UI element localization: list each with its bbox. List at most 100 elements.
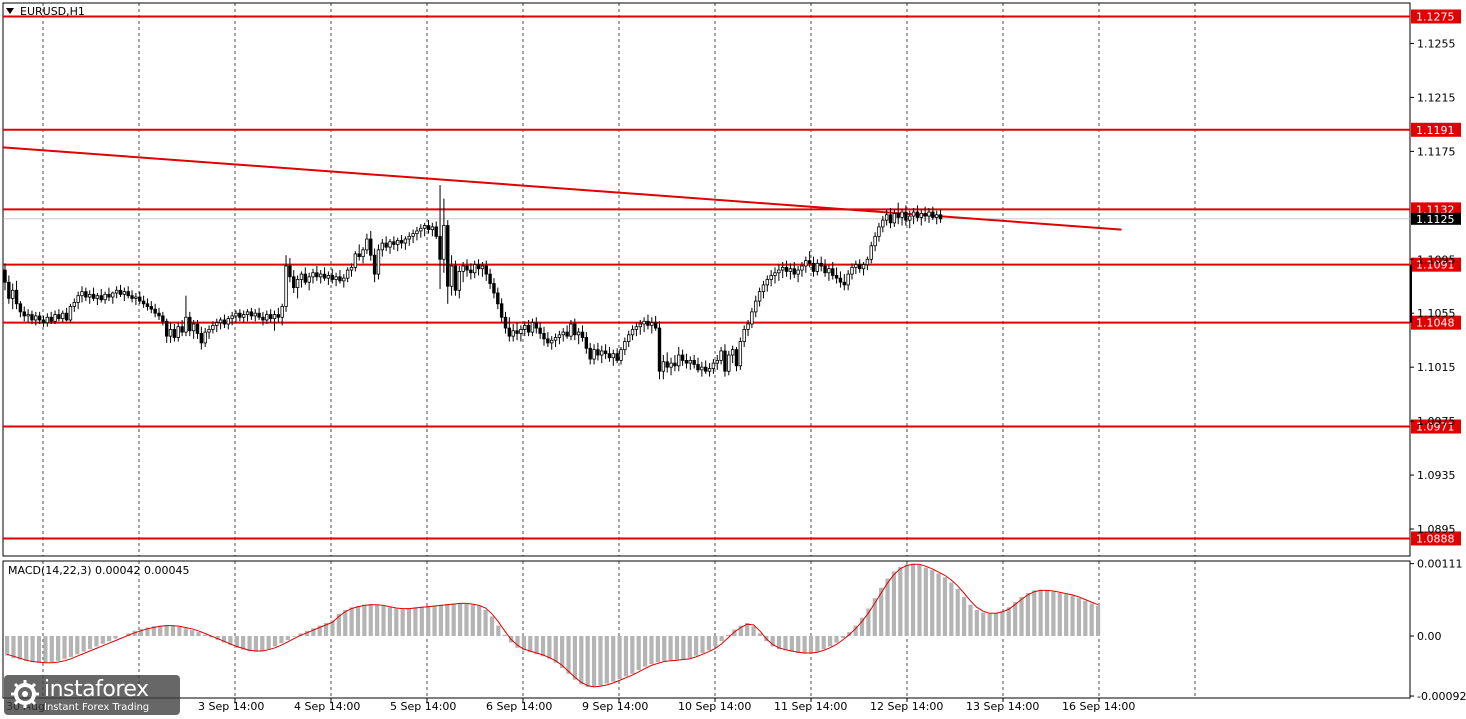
candle-body bbox=[584, 337, 589, 349]
horizontal-levels: 1.12751.11911.11321.10911.10481.09711.08… bbox=[3, 9, 1461, 546]
macd-bar bbox=[215, 636, 220, 640]
macd-bar bbox=[713, 636, 718, 647]
macd-pane-border bbox=[2, 560, 1411, 699]
macd-bar bbox=[751, 626, 756, 637]
macd-bar bbox=[183, 628, 188, 637]
macd-bar bbox=[343, 609, 348, 637]
macd-bar bbox=[292, 636, 297, 637]
candle-body bbox=[222, 319, 227, 325]
x-tick-label: 13 Sep 14:00 bbox=[966, 700, 1039, 713]
macd-bar bbox=[1025, 592, 1030, 637]
x-tick-label: 16 Sep 14:00 bbox=[1062, 700, 1135, 713]
candle-body bbox=[10, 289, 15, 299]
candle-body bbox=[834, 275, 839, 279]
macd-bar bbox=[81, 636, 86, 652]
macd-bar bbox=[247, 636, 252, 652]
macd-bar bbox=[821, 636, 826, 650]
macd-bar bbox=[260, 636, 265, 652]
candle-body bbox=[145, 303, 150, 307]
candle-body bbox=[784, 266, 789, 272]
candle-body bbox=[138, 296, 142, 302]
macd-bar bbox=[381, 606, 386, 637]
macd-layer: 0.00111 0.00 -0.00092 bbox=[5, 558, 1466, 703]
candle-body bbox=[365, 238, 369, 251]
macd-bar bbox=[221, 636, 227, 643]
candle-body bbox=[827, 268, 831, 274]
macd-bar bbox=[272, 636, 278, 647]
macd-bar bbox=[553, 636, 558, 663]
candle-body bbox=[804, 260, 808, 267]
candle-body bbox=[719, 350, 723, 361]
level-label-box bbox=[1411, 257, 1461, 272]
candle-body bbox=[923, 213, 927, 217]
macd-bar bbox=[438, 604, 444, 637]
candle-body bbox=[261, 316, 265, 321]
candle-body bbox=[496, 292, 500, 305]
candle-body bbox=[615, 353, 619, 361]
candle-body bbox=[30, 314, 34, 321]
candle-body bbox=[796, 269, 800, 275]
candle-body bbox=[831, 268, 835, 276]
candle-body bbox=[376, 249, 381, 275]
candle-body bbox=[884, 214, 889, 221]
candle-body bbox=[307, 276, 311, 283]
macd-bar bbox=[426, 606, 431, 637]
macd-bar bbox=[470, 604, 475, 637]
macd-bar bbox=[981, 612, 986, 637]
candle-body bbox=[84, 291, 88, 298]
collapse-triangle-icon[interactable] bbox=[6, 8, 14, 14]
candle-body bbox=[288, 265, 292, 278]
candle-body bbox=[696, 364, 700, 371]
y-tick-label: 1.1095 bbox=[1417, 253, 1456, 266]
candle-body bbox=[188, 316, 192, 332]
macd-bar bbox=[432, 605, 437, 637]
macd-bar bbox=[604, 636, 609, 684]
macd-bar bbox=[949, 582, 954, 637]
candle-body bbox=[715, 360, 719, 364]
candle-body bbox=[550, 339, 554, 344]
candle-body bbox=[195, 323, 200, 334]
candle-body bbox=[607, 353, 612, 359]
time-axis: 3 Sep 14:00 4 Sep 14:00 5 Sep 14:00 6 Sep 1… bbox=[6, 698, 1135, 713]
candle-body bbox=[457, 271, 461, 291]
candle-body bbox=[738, 341, 743, 367]
candle-body bbox=[811, 262, 816, 272]
candle-body bbox=[199, 333, 204, 344]
candle-body bbox=[573, 323, 577, 336]
candle-body bbox=[395, 239, 400, 245]
candle-body bbox=[472, 264, 477, 274]
macd-bar bbox=[515, 636, 520, 648]
candle-body bbox=[669, 362, 673, 368]
candle-body bbox=[503, 316, 508, 329]
macd-bar bbox=[1089, 603, 1094, 637]
macd-bar bbox=[62, 636, 67, 659]
macd-bar bbox=[840, 636, 845, 638]
candle-body bbox=[241, 314, 246, 318]
candle-body bbox=[530, 322, 535, 333]
macd-bar bbox=[955, 589, 960, 637]
candle-body bbox=[850, 266, 854, 275]
x-tick-label: 11 Sep 14:00 bbox=[774, 700, 847, 713]
candle-body bbox=[461, 265, 465, 272]
candle-body bbox=[203, 331, 207, 344]
candle-body bbox=[330, 275, 334, 280]
y-tick-label: 1.1055 bbox=[1417, 307, 1456, 320]
macd-y-tick-label: 0.00 bbox=[1417, 630, 1442, 643]
macd-bar bbox=[87, 636, 93, 650]
logo-brand: instaforex bbox=[44, 677, 149, 702]
candle-body bbox=[353, 253, 358, 268]
candle-body bbox=[257, 312, 261, 318]
candle-body bbox=[858, 264, 862, 270]
macd-bar bbox=[1095, 606, 1101, 637]
candle-body bbox=[896, 213, 900, 218]
macd-bar bbox=[304, 630, 310, 637]
candle-body bbox=[638, 323, 642, 328]
candle-body bbox=[484, 265, 488, 275]
candle-body bbox=[392, 241, 396, 245]
candle-body bbox=[777, 269, 781, 274]
candle-body bbox=[561, 331, 565, 336]
candle-body bbox=[692, 360, 696, 365]
macd-bar bbox=[917, 564, 922, 637]
macd-bar bbox=[923, 567, 928, 637]
macd-bar bbox=[655, 636, 660, 663]
